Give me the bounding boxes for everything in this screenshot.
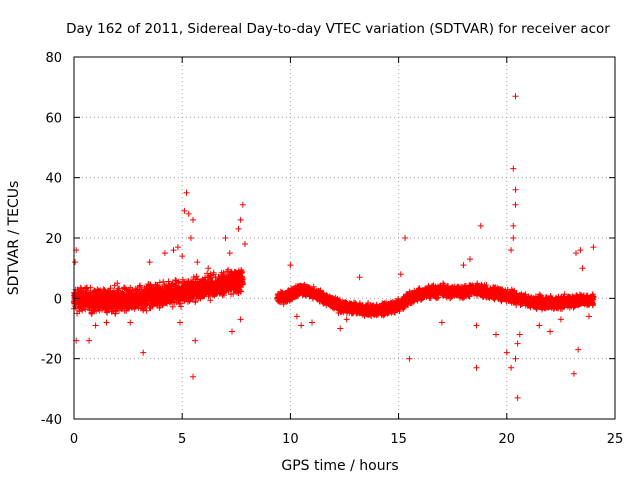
data-point	[116, 285, 123, 292]
data-point	[192, 298, 199, 304]
data-point	[143, 307, 150, 314]
data-point	[156, 279, 163, 286]
data-point	[169, 303, 176, 310]
data-point	[175, 279, 182, 286]
data-point	[238, 288, 245, 295]
chart-title: Day 162 of 2011, Sidereal Day-to-day VTE…	[66, 21, 610, 37]
data-point	[87, 284, 94, 291]
data-point	[160, 278, 167, 285]
data-point	[238, 268, 245, 275]
grid-lines	[74, 57, 615, 419]
data-point	[137, 282, 144, 289]
data-point	[172, 277, 179, 283]
data-point	[82, 306, 89, 313]
data-point	[193, 273, 200, 280]
data-point	[165, 278, 172, 285]
data-point	[225, 266, 232, 273]
data-points	[71, 93, 597, 401]
data-point	[204, 270, 211, 277]
data-point	[207, 297, 214, 304]
data-point	[178, 303, 184, 310]
